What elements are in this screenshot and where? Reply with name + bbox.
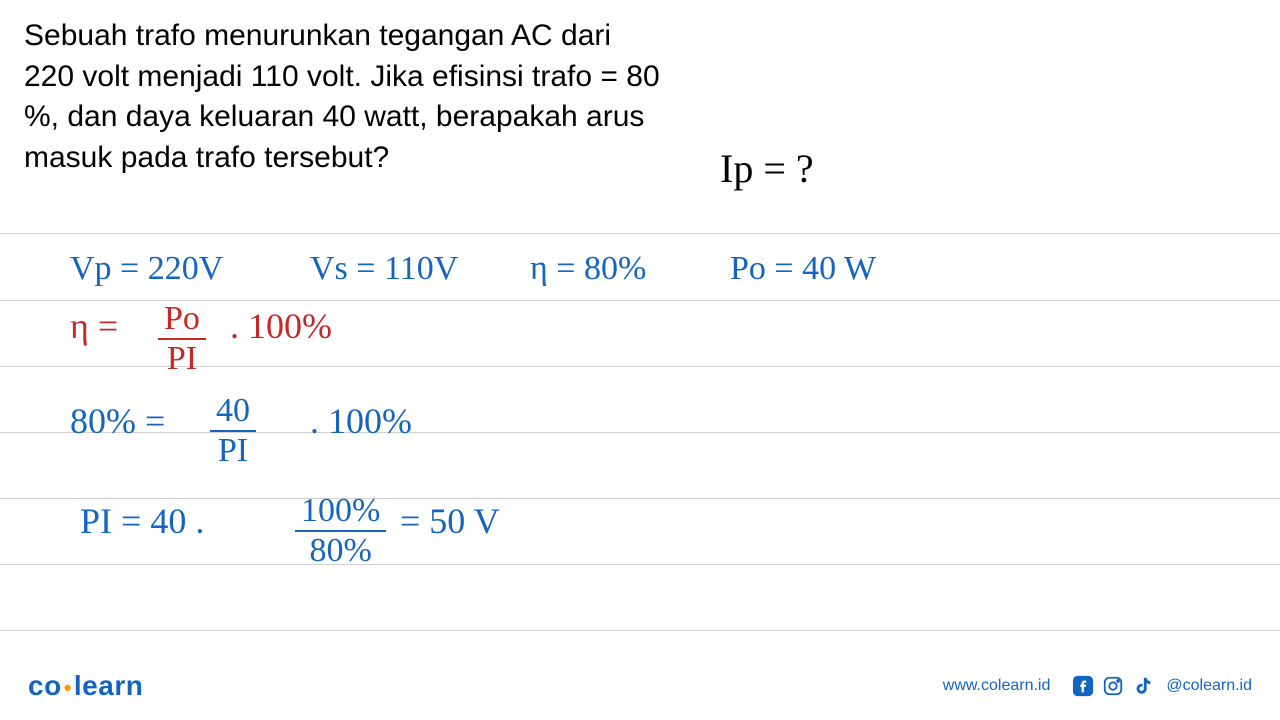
hline: [0, 630, 1280, 631]
instagram-icon: [1102, 675, 1124, 697]
frac-num: Po: [158, 300, 206, 340]
hline: [0, 498, 1280, 499]
hw-l3-lhs: PI = 40 .: [80, 500, 204, 542]
social-icons: @colearn.id: [1072, 675, 1252, 697]
frac-den: PI: [210, 432, 256, 470]
hw-l3-frac: 100% 80%: [295, 492, 386, 570]
hw-formula-lhs: η =: [70, 305, 118, 347]
hw-ip: Ip = ?: [720, 145, 814, 192]
hw-formula-rhs: . 100%: [230, 305, 332, 347]
facebook-icon: [1072, 675, 1094, 697]
hw-eta: η = 80%: [530, 250, 646, 288]
hline: [0, 432, 1280, 433]
logo-co: co: [28, 670, 62, 701]
hw-vs: Vs = 110V: [310, 250, 458, 288]
footer-url: www.colearn.id: [943, 677, 1051, 695]
hw-l3-rhs: = 50 V: [400, 500, 500, 542]
hline: [0, 233, 1280, 234]
question-text: Sebuah trafo menurunkan tegangan AC dari…: [24, 16, 664, 178]
logo: co•learn: [28, 670, 143, 702]
logo-dot: •: [64, 675, 72, 700]
frac-num: 40: [210, 392, 256, 432]
hw-l2-rhs: . 100%: [310, 400, 412, 442]
frac-num: 100%: [295, 492, 386, 532]
hw-l2-frac: 40 PI: [210, 392, 256, 470]
logo-learn: learn: [74, 670, 143, 701]
frac-den: 80%: [295, 532, 386, 570]
hw-formula-frac: Po PI: [158, 300, 206, 378]
social-handle: @colearn.id: [1166, 677, 1252, 695]
hw-vp: Vp = 220V: [70, 250, 223, 288]
footer: co•learn www.colearn.id @colearn.id: [0, 670, 1280, 702]
hline: [0, 564, 1280, 565]
hw-l2-lhs: 80% =: [70, 400, 165, 442]
frac-den: PI: [158, 340, 206, 378]
tiktok-icon: [1132, 675, 1154, 697]
hw-po: Po = 40 W: [730, 250, 876, 288]
